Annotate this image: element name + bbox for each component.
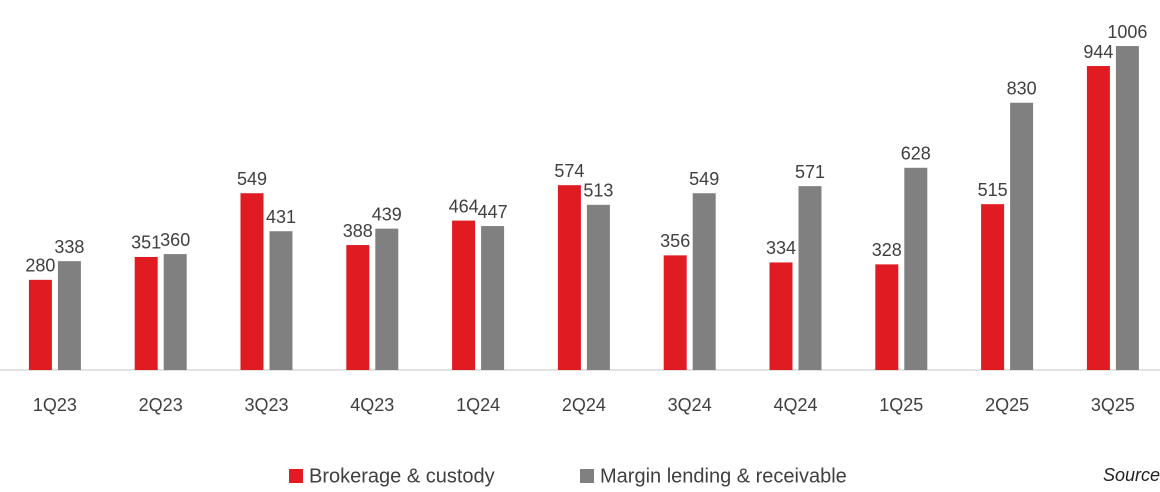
value-label: 356 — [660, 231, 690, 251]
value-label: 360 — [160, 230, 190, 250]
source-note: Source — [1103, 465, 1160, 485]
x-tick-label: 1Q24 — [456, 395, 500, 415]
value-label: 334 — [766, 238, 796, 258]
x-tick-label: 4Q24 — [773, 395, 817, 415]
value-label: 447 — [478, 202, 508, 222]
value-label: 628 — [901, 144, 931, 164]
value-label: 439 — [372, 204, 402, 224]
bar — [1010, 102, 1034, 371]
bar — [798, 186, 822, 370]
bar — [28, 279, 52, 370]
bar — [1115, 46, 1139, 371]
bar — [663, 255, 687, 370]
x-tick-label: 2Q25 — [985, 395, 1029, 415]
value-label: 830 — [1007, 78, 1037, 98]
x-tick-label: 1Q23 — [33, 395, 77, 415]
x-tick-label: 3Q24 — [668, 395, 712, 415]
value-label: 515 — [978, 180, 1008, 200]
bar — [134, 256, 158, 370]
value-label: 571 — [795, 162, 825, 182]
bar — [452, 220, 476, 370]
value-label: 338 — [54, 237, 84, 257]
value-label: 574 — [554, 161, 584, 181]
value-label: 351 — [131, 233, 161, 253]
value-label: 328 — [872, 240, 902, 260]
bar — [57, 261, 81, 370]
bar — [1086, 66, 1110, 371]
value-label: 280 — [25, 256, 55, 276]
legend-swatch — [580, 469, 594, 483]
x-tick-label: 2Q23 — [139, 395, 183, 415]
bar — [769, 262, 793, 370]
value-label: 549 — [237, 169, 267, 189]
x-tick-label: 1Q25 — [879, 395, 923, 415]
value-label: 513 — [583, 181, 613, 201]
bar — [586, 204, 610, 370]
bar — [240, 193, 264, 370]
bar — [346, 245, 370, 370]
bar — [269, 231, 293, 370]
legend-label: Brokerage & custody — [309, 465, 495, 487]
bar — [692, 193, 716, 370]
value-label: 944 — [1083, 42, 1113, 62]
value-label: 1006 — [1107, 22, 1147, 42]
x-tick-label: 4Q23 — [350, 395, 394, 415]
bar — [375, 228, 399, 370]
bar — [875, 264, 899, 370]
x-tick-label: 3Q23 — [244, 395, 288, 415]
legend-swatch — [289, 469, 303, 483]
value-label: 431 — [266, 207, 296, 227]
value-label: 549 — [689, 169, 719, 189]
bar — [981, 204, 1005, 370]
x-tick-label: 2Q24 — [562, 395, 606, 415]
bar — [904, 167, 928, 370]
value-label: 388 — [343, 221, 373, 241]
x-tick-label: 3Q25 — [1091, 395, 1135, 415]
bar — [557, 185, 581, 370]
legend-label: Margin lending & receivable — [600, 465, 847, 487]
bar — [163, 254, 187, 370]
value-label: 464 — [449, 196, 479, 216]
bar — [481, 226, 505, 370]
